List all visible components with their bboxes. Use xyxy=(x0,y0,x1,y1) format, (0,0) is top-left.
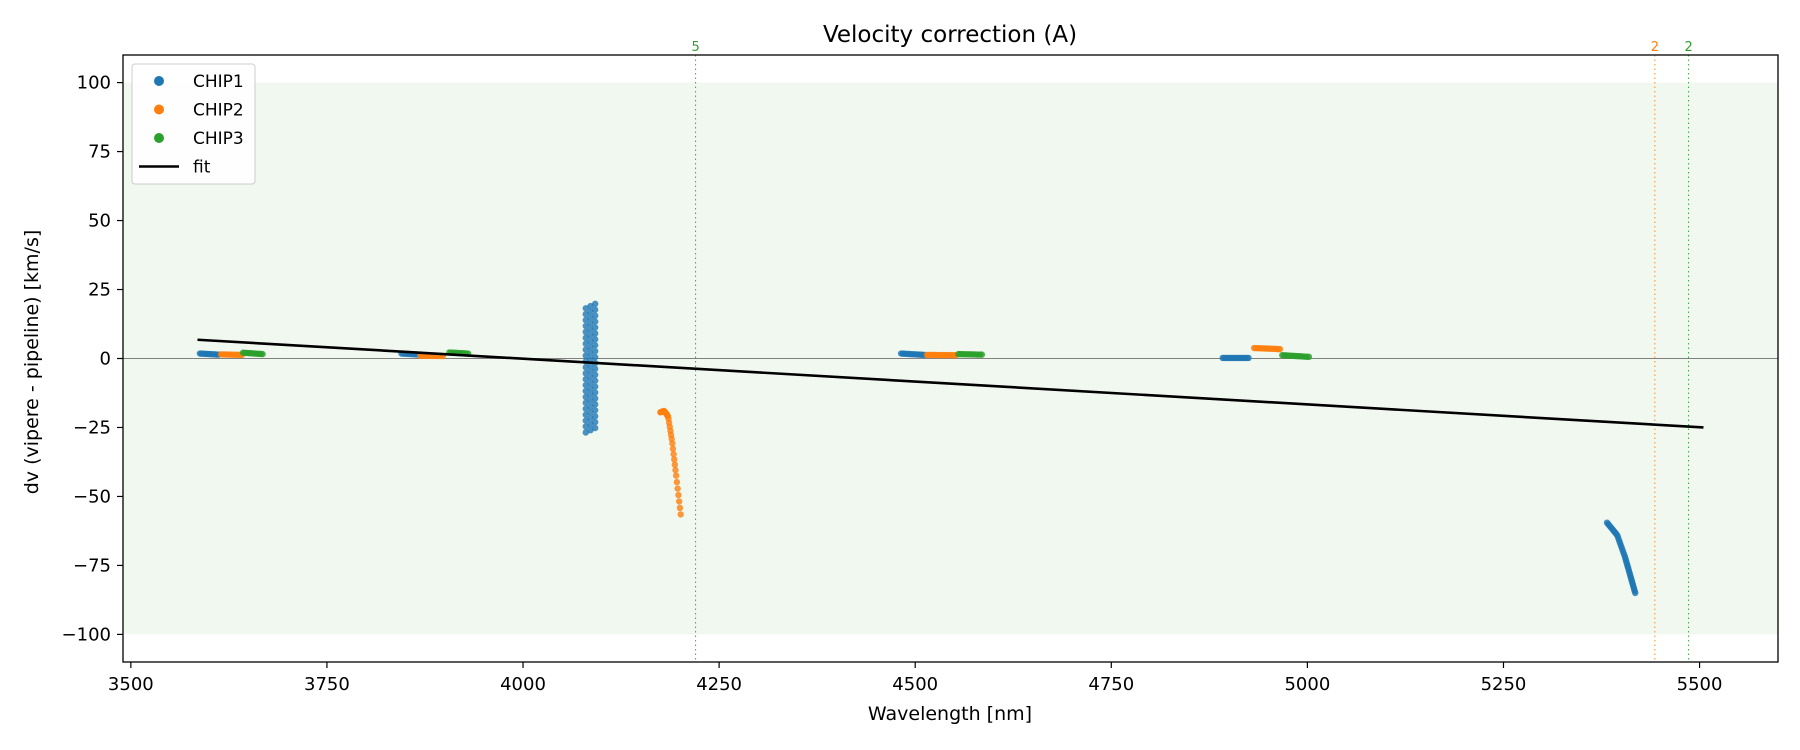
data-point xyxy=(591,318,599,325)
legend: CHIP1 CHIP2 CHIP3 fit xyxy=(131,63,256,185)
data-point xyxy=(669,440,676,447)
y-tick-label: −25 xyxy=(73,417,111,438)
data-point xyxy=(591,365,599,373)
x-tick-label: 3750 xyxy=(304,674,350,695)
data-point xyxy=(591,413,599,420)
data-point xyxy=(591,300,599,308)
data-point xyxy=(591,324,599,331)
data-point xyxy=(591,407,599,414)
data-point xyxy=(673,478,681,486)
legend-marker xyxy=(154,133,164,143)
data-point xyxy=(591,347,599,355)
data-point xyxy=(591,424,599,432)
data-point xyxy=(671,456,678,463)
y-tick-label: −50 xyxy=(73,486,111,507)
data-point xyxy=(591,353,599,361)
data-point xyxy=(1245,354,1252,362)
data-point xyxy=(591,418,599,426)
y-tick-label: 0 xyxy=(100,349,111,370)
plot-area: 5 2 2 3500 3750 4000 4250 4500 4750 5000 5250 5500 −… xyxy=(62,40,1779,695)
y-tick-label: 75 xyxy=(88,142,111,163)
data-point xyxy=(591,312,599,319)
x-tick-label: 4750 xyxy=(1088,674,1134,695)
data-point xyxy=(676,504,684,512)
data-point xyxy=(591,342,599,349)
data-point xyxy=(591,371,599,379)
x-tick-label: 4250 xyxy=(696,674,742,695)
legend-label: CHIP1 xyxy=(193,72,244,92)
data-point xyxy=(1632,589,1639,597)
y-tick-label: −100 xyxy=(62,624,111,645)
y-tick-label: 100 xyxy=(77,73,111,94)
y-tick-label: −75 xyxy=(73,555,111,576)
outlier-marker-label: 2 xyxy=(1651,40,1659,55)
data-point xyxy=(669,445,677,452)
data-point xyxy=(671,461,679,468)
legend-box xyxy=(131,63,256,185)
data-point xyxy=(675,491,682,499)
data-point xyxy=(1276,345,1284,353)
data-point xyxy=(675,498,683,505)
data-point xyxy=(670,450,677,458)
legend-label: CHIP2 xyxy=(193,101,244,121)
legend-marker xyxy=(154,76,164,86)
data-point xyxy=(1305,353,1313,361)
data-point xyxy=(672,466,679,474)
data-point xyxy=(978,351,986,358)
x-tick-label: 4000 xyxy=(500,674,546,695)
data-point xyxy=(677,511,684,518)
y-axis-title: dv (vipere - pipeline) [km/s] xyxy=(21,230,43,495)
data-point xyxy=(674,485,681,492)
y-tick-label: 25 xyxy=(88,280,111,301)
x-tick-label: 5500 xyxy=(1677,674,1723,695)
outlier-marker-label: 5 xyxy=(691,40,699,55)
legend-label: CHIP3 xyxy=(193,129,244,149)
data-point xyxy=(591,389,599,396)
outlier-marker-label: 2 xyxy=(1684,40,1692,55)
x-tick-label: 3500 xyxy=(108,674,154,695)
data-point xyxy=(591,330,599,337)
legend-marker xyxy=(154,104,164,115)
x-tick-label: 5250 xyxy=(1481,674,1527,695)
y-tick-label: 50 xyxy=(88,211,111,232)
data-point xyxy=(259,350,266,358)
data-point xyxy=(591,336,599,343)
data-point xyxy=(591,395,599,402)
fit-line xyxy=(197,338,1704,429)
legend-label: fit xyxy=(193,158,211,178)
chart-title: Velocity correction (A) xyxy=(823,22,1077,48)
data-point xyxy=(672,472,680,479)
x-tick-label: 4500 xyxy=(892,674,938,695)
data-point xyxy=(591,377,599,384)
data-point xyxy=(591,401,599,408)
x-tick-label: 5000 xyxy=(1284,674,1330,695)
data-point xyxy=(591,383,599,390)
x-axis-title: Wavelength [nm] xyxy=(868,703,1032,725)
data-point xyxy=(591,306,599,313)
